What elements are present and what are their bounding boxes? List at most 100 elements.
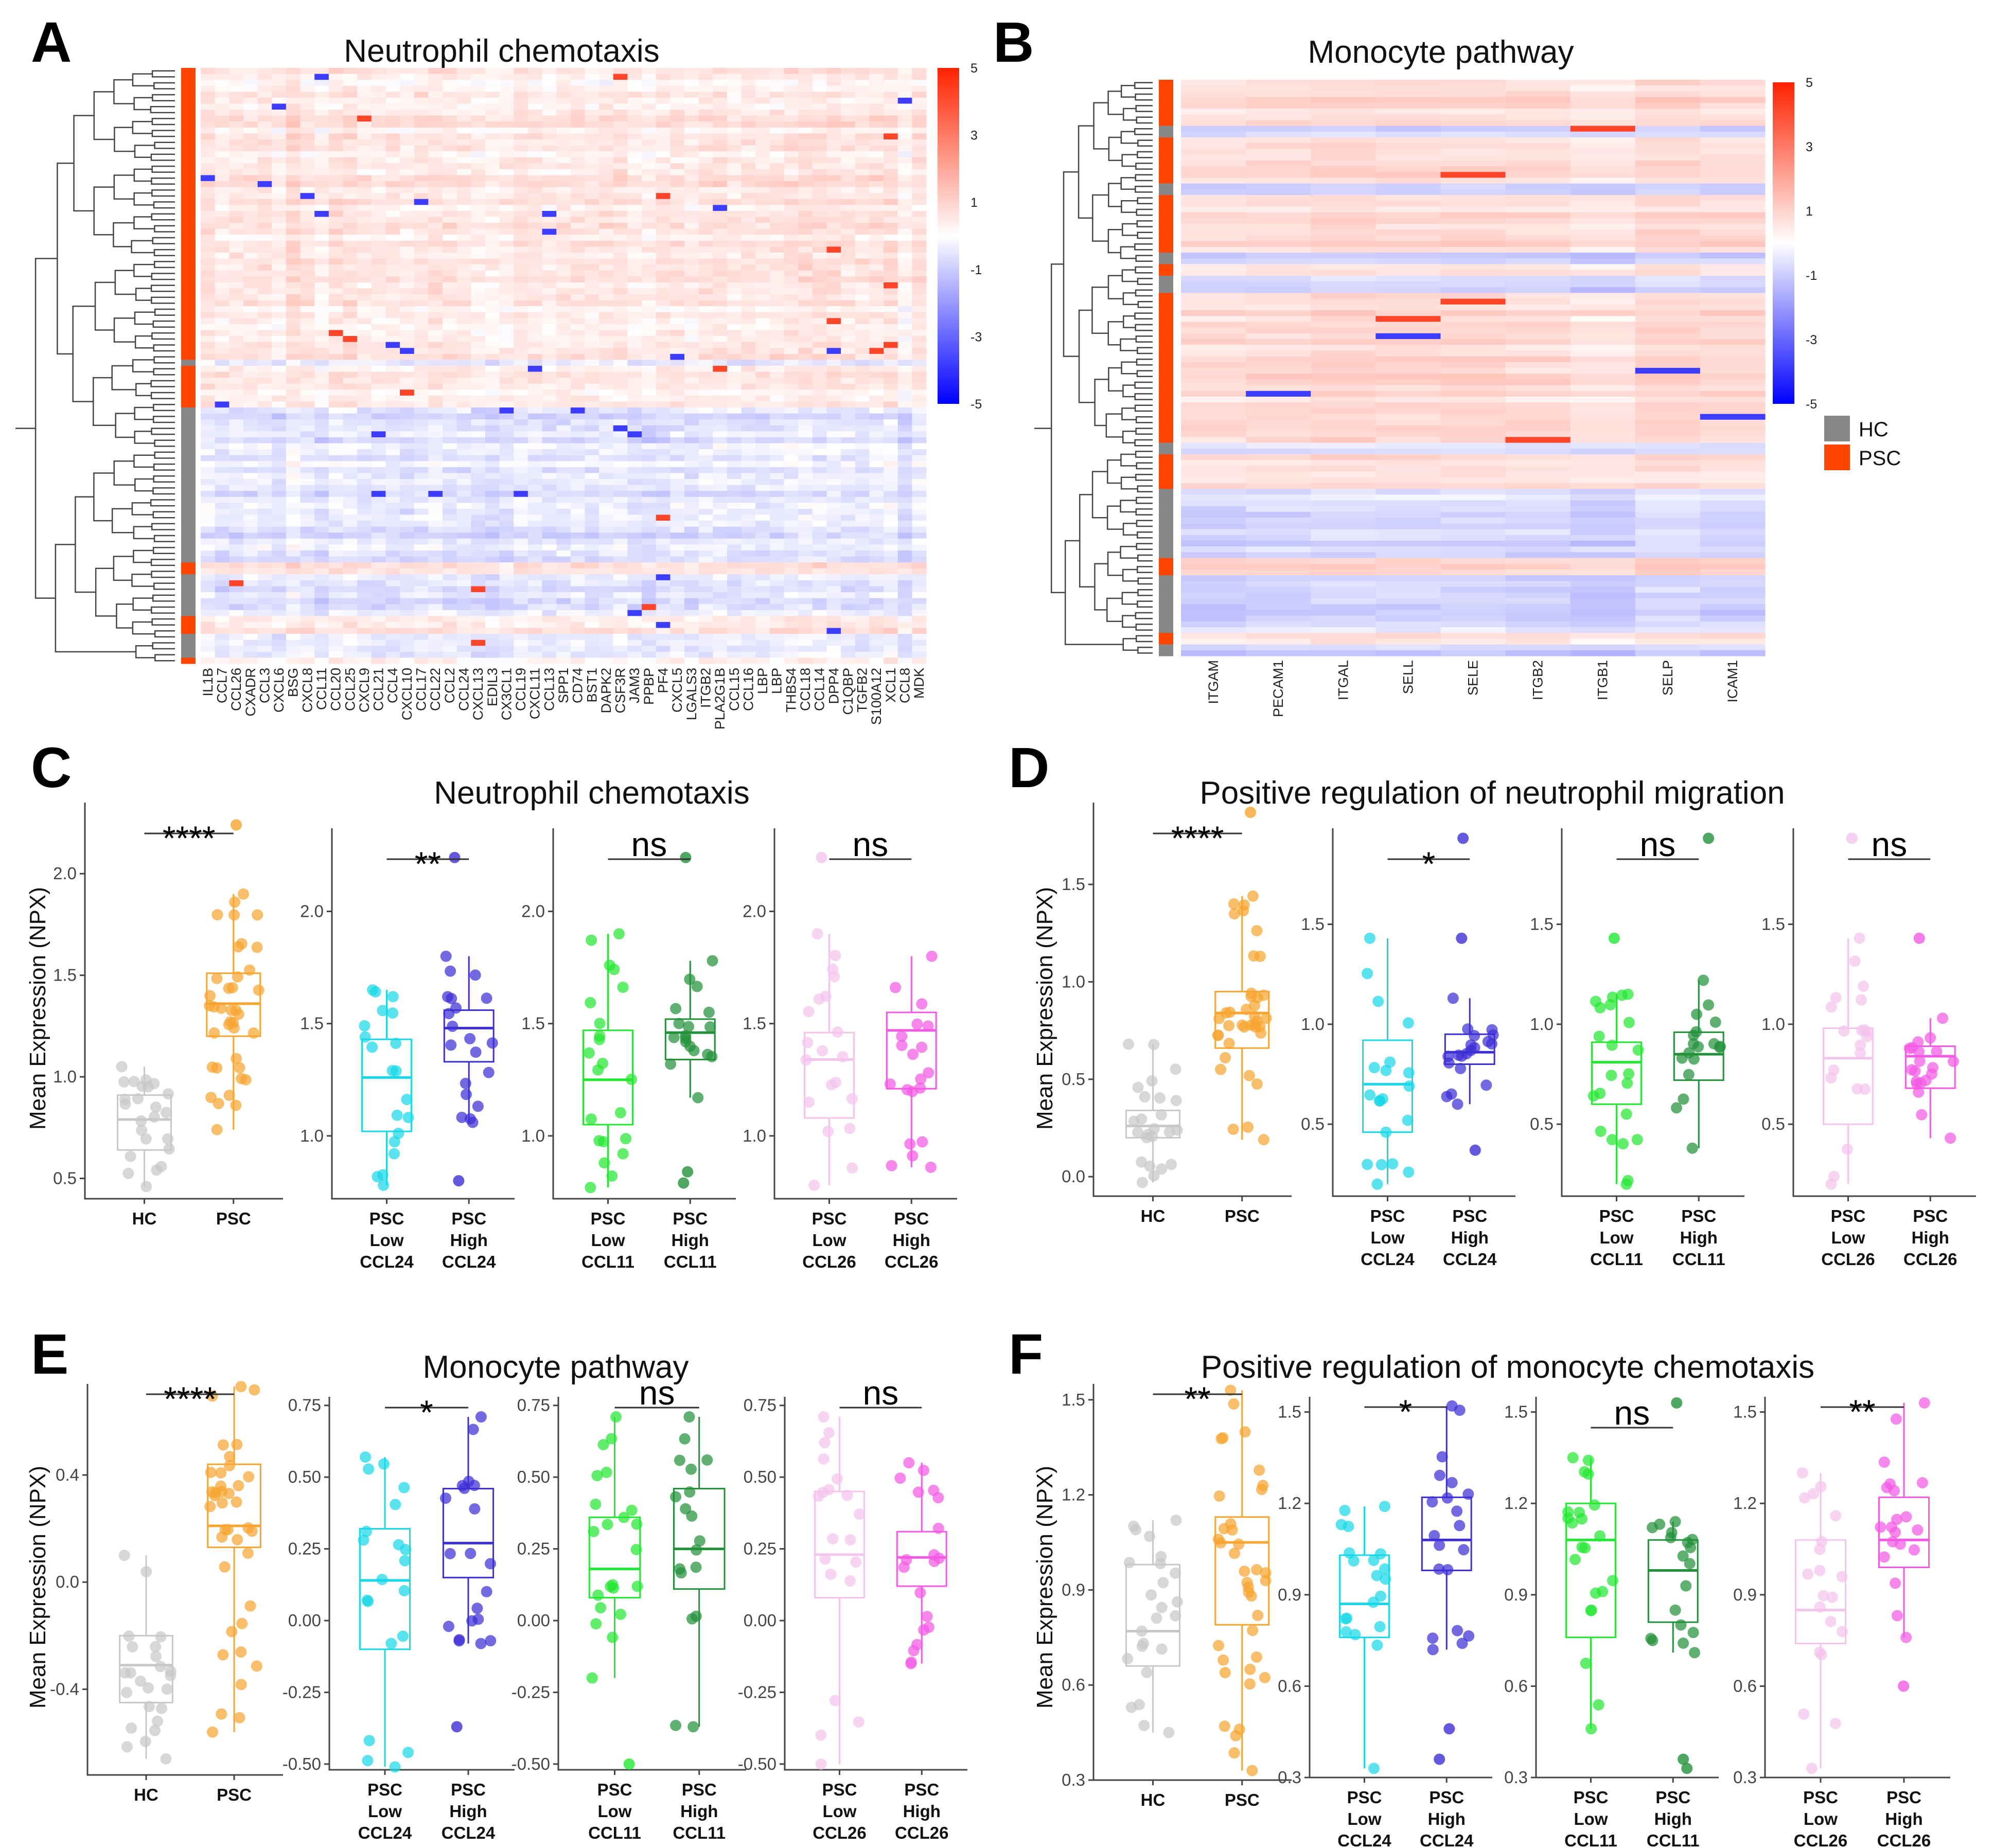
heatmap-cell (471, 223, 486, 229)
heatmap-cell (698, 479, 713, 486)
heatmap-cell (897, 538, 912, 545)
heatmap-cell (656, 514, 670, 521)
heatmap-cell (727, 621, 742, 629)
heatmap-cell (656, 383, 670, 390)
dendrogram-branch (134, 145, 155, 158)
heatmap-cell (215, 294, 230, 301)
heatmap-cell (670, 455, 685, 461)
heatmap-cell (499, 550, 514, 557)
heatmap-cell (798, 193, 813, 200)
heatmap-cell (385, 133, 400, 140)
heatmap-cell (613, 366, 628, 372)
heatmap-cell (826, 532, 841, 539)
heatmap-cell (884, 360, 898, 366)
heatmap-cell (855, 97, 870, 104)
heatmap-cell (443, 621, 457, 629)
heatmap-cell (371, 133, 386, 140)
heatmap-cell (414, 449, 429, 456)
heatmap-cell (585, 586, 599, 593)
heatmap-cell (542, 514, 557, 521)
heatmap-cell (670, 103, 685, 110)
heatmap-cell (385, 342, 400, 348)
heatmap-cell (257, 163, 272, 170)
heatmap-cell (229, 312, 244, 318)
heatmap-cell (314, 521, 329, 527)
heatmap-cell (556, 264, 571, 271)
heatmap-cell (798, 389, 813, 396)
heatmap-cell (542, 246, 557, 253)
heatmap-cell (627, 252, 642, 259)
heatmap-cell (201, 228, 216, 235)
heatmap-cell (456, 74, 471, 80)
heatmap-cell (514, 568, 528, 575)
heatmap-cell (257, 389, 272, 396)
heatmap-cell (769, 342, 785, 348)
heatmap-cell (613, 544, 628, 551)
heatmap-cell (613, 92, 628, 98)
heatmap-cell (243, 306, 258, 313)
heatmap-cell (884, 110, 898, 116)
heatmap-cell (471, 115, 486, 122)
heatmap-cell (841, 550, 856, 557)
heatmap-cell (897, 127, 912, 134)
heatmap-cell (585, 282, 599, 289)
heatmap-cell (855, 479, 870, 486)
heatmap-cell (727, 312, 742, 318)
heatmap-cell (599, 604, 614, 611)
heatmap-cell (201, 461, 216, 468)
heatmap-cell (215, 550, 230, 557)
heatmap-cell (798, 437, 813, 444)
heatmap-cell (826, 97, 841, 104)
heatmap-cell (855, 276, 870, 283)
heatmap-cell (201, 145, 216, 152)
heatmap-cell (627, 544, 642, 551)
heatmap-cell (884, 586, 898, 593)
heatmap-cell (812, 264, 827, 271)
heatmap-cell (201, 538, 216, 545)
heatmap-cell (471, 562, 486, 569)
heatmap-cell (286, 485, 301, 491)
heatmap-cell (542, 193, 557, 200)
heatmap-cell (428, 276, 443, 283)
annotation-cell (181, 80, 196, 86)
heatmap-cell (627, 491, 642, 497)
heatmap-cell (841, 163, 856, 170)
heatmap-cell (201, 485, 216, 491)
heatmap-cell (314, 467, 329, 474)
heatmap-cell (556, 538, 571, 545)
heatmap-cell (328, 199, 344, 205)
heatmap-cell (428, 443, 443, 450)
heatmap-cell (855, 514, 870, 521)
heatmap-cell (400, 395, 415, 402)
heatmap-cell (243, 246, 258, 253)
heatmap-cell (684, 431, 699, 438)
heatmap-cell (698, 306, 713, 313)
heatmap-cell (243, 139, 258, 146)
heatmap-cell (713, 431, 728, 438)
heatmap-cell (755, 228, 770, 235)
heatmap-cell (514, 455, 528, 461)
heatmap-cell (428, 550, 443, 557)
heatmap-cell (613, 181, 628, 188)
heatmap-cell (713, 508, 728, 516)
heatmap-cell (884, 306, 898, 313)
heatmap-cell (884, 467, 898, 474)
heatmap-cell (471, 586, 486, 593)
heatmap-cell (613, 467, 628, 474)
heatmap-cell (414, 103, 429, 110)
heatmap-cell (542, 133, 557, 140)
heatmap-cell (357, 556, 372, 563)
heatmap-cell (443, 92, 457, 98)
heatmap-cell (841, 353, 856, 361)
heatmap-cell (798, 610, 813, 616)
heatmap-cell (542, 342, 557, 348)
heatmap-cell (542, 371, 557, 378)
heatmap-cell (741, 467, 756, 474)
heatmap-cell (257, 210, 272, 218)
heatmap-cell (869, 342, 884, 348)
heatmap-cell (385, 395, 400, 402)
heatmap-cell (684, 514, 699, 521)
heatmap-cell (272, 145, 287, 152)
heatmap-cell (300, 526, 315, 533)
heatmap-cell (229, 443, 244, 450)
